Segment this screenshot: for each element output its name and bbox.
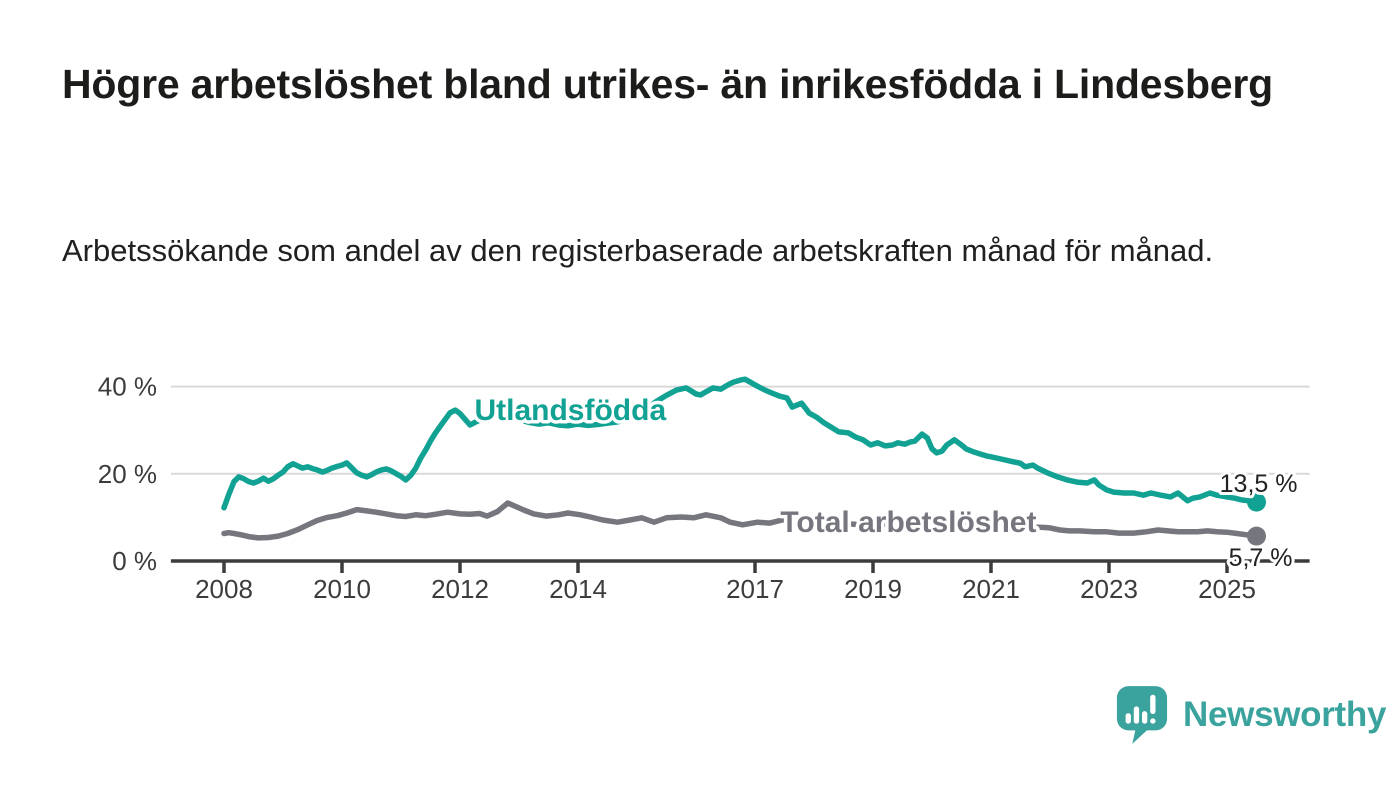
series-end-dot-total (1247, 526, 1266, 546)
newsworthy-logo-icon (1116, 686, 1168, 744)
end-value-label-total: 5,7 % (1229, 544, 1293, 572)
series-line-total (221, 500, 1260, 541)
x-axis-tick-label: 2017 (726, 574, 784, 604)
chart-subtitle: Arbetssökande som andel av den registerb… (62, 233, 1214, 268)
x-axis-tick-label: 2012 (431, 574, 489, 604)
newsworthy-logo: Newsworthy (1115, 684, 1386, 746)
x-axis-tick-label: 2023 (1080, 574, 1138, 604)
y-axis-tick-label: 40 % (98, 372, 157, 402)
series-label-total: Total arbetslöshet (780, 506, 1036, 539)
y-axis-tick-label: 0 % (112, 546, 157, 576)
x-axis-tick-label: 2010 (313, 574, 371, 604)
series-label-utlandsfodda: Utlandsfödda (474, 394, 666, 427)
chart-title: Högre arbetslöshet bland utrikes- än inr… (62, 61, 1274, 107)
x-axis-tick-label: 2021 (962, 574, 1020, 604)
end-value-label-utlandsfodda: 13,5 % (1220, 470, 1298, 498)
newsworthy-logo-text: Newsworthy (1183, 695, 1387, 734)
y-axis-tick-label: 20 % (98, 459, 157, 489)
x-axis-tick-label: 2025 (1198, 574, 1256, 604)
series-line-utlandsfodda (221, 376, 1260, 511)
series-end-dot-utlandsfodda (1247, 492, 1266, 512)
x-axis-tick-label: 2008 (195, 574, 253, 604)
x-axis-tick-label: 2019 (844, 574, 902, 604)
x-axis-tick-label: 2014 (549, 574, 607, 604)
unemployment-line-chart: 0 % 20 % 40 % 2008 2010 2012 2014 2017 2019 2021 2… (98, 372, 1310, 604)
